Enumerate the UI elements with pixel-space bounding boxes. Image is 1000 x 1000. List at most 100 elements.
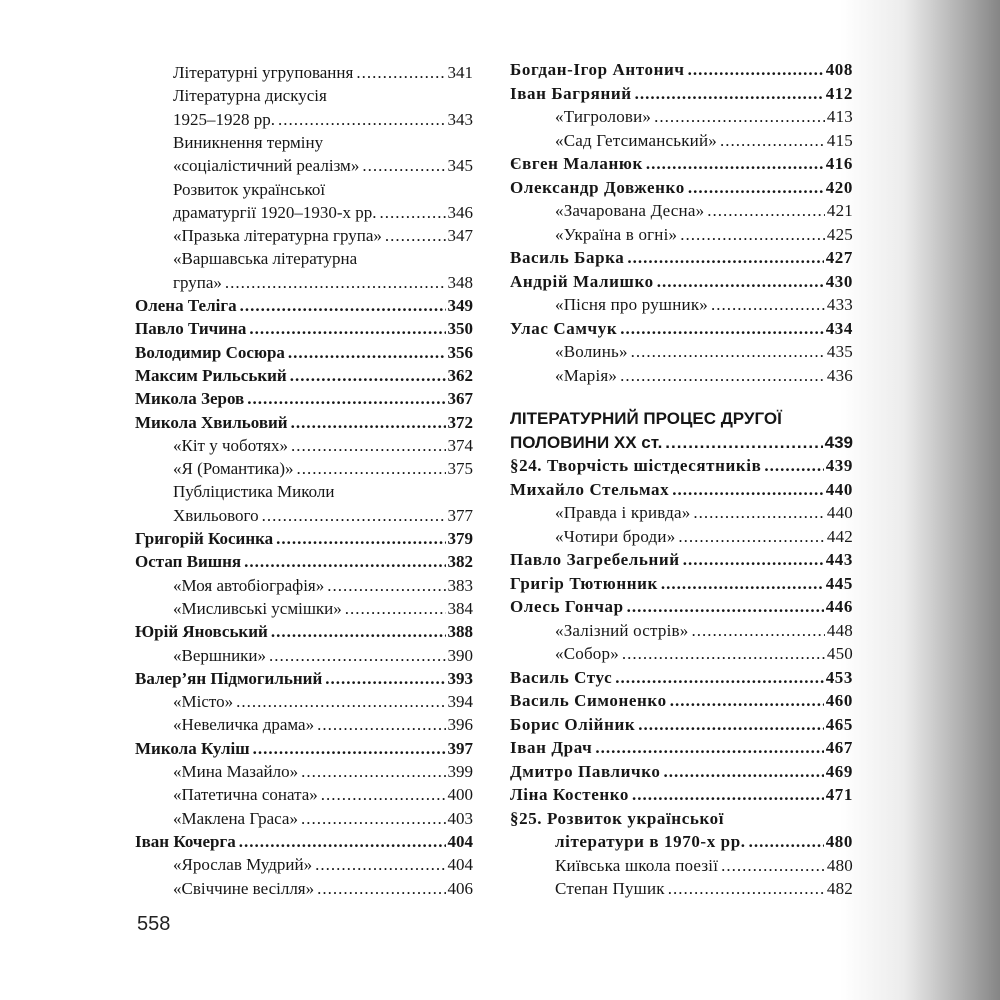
- dot-leader: [271, 620, 446, 644]
- dot-leader: [291, 411, 446, 435]
- dot-leader: [327, 574, 445, 598]
- toc-entry-title: «Ярослав Мудрий»: [173, 855, 313, 875]
- dot-leader: [288, 341, 446, 365]
- dot-leader: [239, 830, 446, 854]
- toc-entry-page: 347: [447, 226, 474, 246]
- dot-leader: [764, 454, 823, 478]
- dot-leader: [711, 293, 825, 317]
- toc-entry-title: 1925–1928 рр.: [173, 109, 275, 129]
- toc-entry-page: 450: [826, 644, 853, 663]
- toc-entry-page: 434: [825, 318, 853, 338]
- toc-entry-title: Літературна дискусія: [173, 86, 327, 106]
- dot-leader: [291, 434, 446, 458]
- toc-entry: «Пісня про рушник» 433: [510, 293, 853, 317]
- toc-entry-title: Максим Рильський: [135, 365, 287, 385]
- toc-entry: Хвильового 377: [135, 504, 473, 528]
- toc-entry-title: Василь Стус: [510, 667, 613, 687]
- toc-entry-title: Київська школа поезії: [555, 855, 719, 875]
- dot-leader: [345, 597, 446, 621]
- toc-entry-title: Олександр Довженко: [510, 177, 685, 197]
- toc-entry: «Сад Гетсиманський» 415: [510, 129, 853, 153]
- dot-leader: [240, 294, 446, 318]
- toc-entry-title: «Мина Мазайло»: [173, 762, 299, 781]
- toc-entry: Олесь Гончар 446: [510, 595, 853, 619]
- toc-entry: «Тигролови» 413: [510, 105, 853, 129]
- toc-entry-title: «Моя автобіографія»: [173, 575, 325, 595]
- toc-entry-page: 375: [447, 459, 474, 479]
- toc-entry-title: літератури в 1970-х рр.: [555, 832, 746, 851]
- toc-entry-page: 372: [447, 412, 474, 432]
- toc-entry-title: Іван Драч: [510, 738, 593, 757]
- dot-leader: [615, 666, 823, 690]
- toc-entry-title: Павло Тичина: [135, 319, 247, 339]
- toc-entry-title: Публіцистика Миколи: [173, 482, 335, 502]
- toc-entry-title: Остап Вишня: [135, 552, 242, 572]
- toc-entry: Олександр Довженко 420: [510, 176, 853, 200]
- toc-entry-page: 348: [447, 272, 474, 292]
- toc-entry-title: Степан Пушик: [555, 879, 665, 898]
- toc-entry: «Місто» 394: [135, 690, 473, 714]
- dot-leader: [356, 61, 445, 85]
- page-curl-shadow: [840, 0, 1000, 1000]
- toc-entry-page: 412: [825, 83, 853, 103]
- toc-entry-title: «соціалістичний реалізм»: [173, 156, 360, 176]
- dot-leader: [278, 108, 446, 132]
- dot-leader: [276, 527, 445, 551]
- toc-entry-title: Михайло Стельмах: [510, 479, 670, 499]
- toc-entry-page: 413: [826, 107, 853, 126]
- toc-entry-page: 427: [825, 248, 853, 267]
- dot-leader: [236, 690, 445, 714]
- toc-entry-title: Микола Зеров: [135, 389, 245, 409]
- toc-entry: Григір Тютюнник 445: [510, 572, 853, 596]
- dot-leader: [262, 504, 446, 528]
- dot-leader: [721, 854, 825, 878]
- toc-entry-title: «Правда і кривда»: [555, 503, 691, 522]
- toc-entry-title: Борис Олійник: [510, 714, 636, 734]
- dot-leader: [654, 105, 825, 129]
- toc-entry: «Правда і кривда» 440: [510, 501, 853, 525]
- toc-entry-page: 480: [826, 855, 853, 875]
- dot-leader: [249, 317, 445, 341]
- toc-entry: «Зачарована Десна» 421: [510, 199, 853, 223]
- toc-entry-title: Літературні угруповання: [173, 63, 354, 82]
- toc-entry: Валер’ян Підмогильний 393: [135, 667, 473, 691]
- toc-entry: §24. Творчість шістдесятників 439: [510, 454, 853, 478]
- toc-entry-page: 460: [825, 691, 853, 710]
- toc-entry: «Чотири броди» 442: [510, 525, 853, 549]
- toc-entry-page: 416: [825, 154, 853, 173]
- toc-entry-title: «Пісня про рушник»: [555, 295, 708, 314]
- toc-entry: «Мина Мазайло» 399: [135, 760, 473, 784]
- section-heading-line: ПОЛОВИНИ ХХ ст. 439: [510, 431, 853, 455]
- toc-entry: Іван Багряний 412: [510, 82, 853, 106]
- toc-entry-page: 471: [825, 785, 853, 804]
- dot-leader: [635, 82, 824, 106]
- toc-entry: Розвиток української: [135, 178, 473, 202]
- toc-entry-title: «Залізний острів»: [555, 620, 689, 640]
- toc-entry: Дмитро Павличко 469: [510, 760, 853, 784]
- toc-entry: Літературна дискусія: [135, 84, 473, 108]
- toc-entry-title: §24. Творчість шістдесятників: [510, 456, 762, 475]
- toc-entry-title: «Тигролови»: [555, 107, 652, 126]
- toc-entry: 1925–1928 рр. 343: [135, 108, 473, 132]
- toc-entry-page: 408: [825, 60, 853, 79]
- toc-entry: драматургії 1920–1930-х рр. 346: [135, 201, 473, 225]
- dot-leader: [627, 246, 823, 270]
- dot-leader: [683, 548, 824, 572]
- toc-entry-title: Василь Барка: [510, 248, 625, 267]
- toc-entry: Павло Тичина 350: [135, 317, 473, 341]
- toc-entry: Іван Драч 467: [510, 736, 853, 760]
- toc-entry: група» 348: [135, 271, 473, 295]
- toc-entry-page: 453: [825, 667, 853, 687]
- toc-entry-title: «Марія»: [555, 365, 618, 385]
- toc-entry: «Я (Романтика)» 375: [135, 457, 473, 481]
- dot-leader: [665, 431, 822, 455]
- dot-leader: [672, 478, 823, 502]
- toc-entry-page: 421: [826, 201, 853, 220]
- toc-entry: Богдан-Ігор Антонич 408: [510, 58, 853, 82]
- toc-entry: Євген Маланюк 416: [510, 152, 853, 176]
- toc-entry-title: «Україна в огні»: [555, 224, 678, 244]
- toc-entry: Володимир Сосюра 356: [135, 341, 473, 365]
- dot-leader: [315, 853, 445, 877]
- dot-leader: [680, 223, 825, 247]
- toc-entry-page: 425: [826, 224, 853, 244]
